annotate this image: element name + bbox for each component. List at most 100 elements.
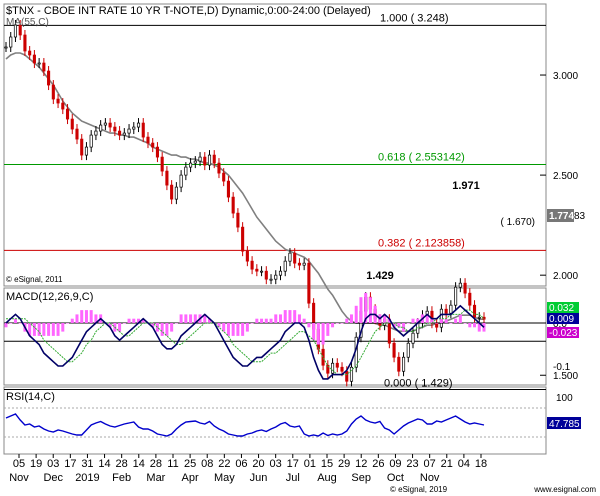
macd-hist-bar — [165, 323, 169, 336]
x-group-label: Jul — [286, 472, 300, 484]
price-axis-labels: 1.500 2.000 2.500 3.000 — [553, 71, 578, 382]
x-axis: 05 19 03 17 31 14 28 14 28 11 25 08 22 06 20 03 17 01 15 29… — [9, 454, 487, 484]
x-tick-label: 28 — [116, 458, 128, 470]
macd-axis-labels: 0.0 -0.1 — [553, 319, 571, 373]
x-group-label: Aug — [317, 472, 337, 484]
candle-body — [136, 122, 141, 128]
candle-body — [255, 268, 259, 272]
esignal-copyright-small: © eSignal, 2011 — [6, 275, 63, 284]
macd-hist-bar — [359, 297, 363, 323]
price-tick-label: 3.000 — [553, 71, 578, 82]
x-tick-label: 01 — [304, 458, 316, 470]
candle-body — [146, 136, 150, 144]
x-tick-label: 31 — [81, 458, 93, 470]
candle-body — [331, 362, 335, 374]
macd-hist-bar — [231, 323, 235, 336]
candle-body — [288, 252, 292, 262]
macd-hist-bar — [345, 318, 349, 323]
fib-label: 1.000 ( 3.248) — [380, 12, 449, 24]
last-price-tail: 83 — [574, 211, 586, 222]
fib-label: 0.618 ( 2.553142) — [378, 151, 465, 163]
candle-body — [406, 342, 410, 358]
candle-body — [193, 160, 197, 164]
macd-hist-bar — [132, 318, 136, 323]
macd-hist-bar — [66, 323, 70, 324]
candle-body — [132, 126, 136, 130]
rsi-panel-frame — [3, 386, 547, 455]
macd-hist-bar — [84, 310, 88, 323]
macd-hist-bar — [321, 323, 325, 345]
macd-hist-bar — [255, 318, 259, 323]
candle-body — [94, 130, 98, 136]
rsi-value: 47.785 — [549, 419, 580, 430]
x-tick-label: 15 — [321, 458, 333, 470]
macd-panel-frame — [3, 287, 547, 386]
candle-body — [217, 162, 221, 174]
candle-body — [307, 262, 311, 304]
candle-body — [401, 356, 406, 372]
macd-hist-bar — [222, 323, 226, 332]
candle-body — [241, 226, 245, 252]
candle-body — [226, 180, 230, 198]
fibonacci-labels: 1.000 ( 3.248) 0.618 ( 2.553142) 0.382 ( 2… — [378, 12, 465, 389]
x-group-label: Feb — [112, 472, 131, 484]
macd-hist-bar — [51, 323, 55, 336]
candle-body — [80, 138, 84, 156]
macd-hist-bar — [402, 323, 406, 332]
candle-body — [207, 154, 212, 166]
x-tick-label: 21 — [441, 458, 453, 470]
macd-hist-bar — [335, 323, 339, 324]
macd-hist-bar — [89, 310, 93, 323]
macd-hist-bar — [430, 318, 434, 323]
x-tick-label: 18 — [475, 458, 487, 470]
candle-body — [278, 270, 283, 276]
macd-hist-bar — [439, 318, 443, 323]
macd-hist-bar — [463, 323, 467, 324]
candle-body — [222, 172, 226, 182]
candle-body — [165, 170, 169, 186]
candle-body — [18, 24, 22, 36]
candle-body — [444, 308, 448, 314]
macd-hist-bar — [4, 323, 8, 328]
macd-hist-bar — [42, 323, 46, 336]
macd-hist-bar — [326, 323, 330, 336]
candle-body — [70, 118, 74, 130]
x-tick-label: 28 — [150, 458, 162, 470]
price-tick-label: 1.500 — [553, 371, 578, 382]
macd-badge-blue — [547, 313, 579, 324]
candle-body — [174, 186, 178, 200]
macd-hist-bar — [80, 310, 84, 323]
macd-hist-bar — [307, 323, 311, 328]
candle-body — [61, 102, 65, 110]
macd-line — [5, 304, 485, 380]
macd-hist-bar — [458, 314, 462, 323]
fib-label: 0.000 ( 1.429) — [384, 377, 453, 389]
candle-body — [32, 54, 36, 64]
macd-hist-bar — [368, 297, 372, 323]
fib-label: 0.382 ( 2.123858) — [378, 237, 465, 249]
candle-body — [51, 84, 55, 100]
macd-hist-bar — [226, 323, 230, 336]
candle-body — [75, 128, 79, 140]
macd-tick-label: 0.0 — [553, 319, 567, 330]
candle-body — [397, 356, 401, 372]
candle-body — [28, 50, 32, 56]
candle-body — [4, 46, 8, 49]
macd-hist-bar — [444, 318, 448, 323]
x-tick-label: 08 — [201, 458, 213, 470]
candle-body — [113, 126, 117, 132]
macd-hist-bar — [349, 314, 353, 323]
candle-body — [179, 174, 183, 188]
price-panel-frame — [3, 3, 547, 287]
candle-body — [84, 146, 89, 156]
macd-hist-bar — [454, 318, 458, 323]
x-tick-label: 12 — [355, 458, 367, 470]
candle-body — [47, 70, 51, 86]
x-tick-label: 17 — [64, 458, 76, 470]
macd-hist-bar — [297, 314, 301, 323]
x-group-label: Sep — [351, 472, 371, 484]
candle-body — [477, 316, 481, 319]
candle-body — [118, 130, 122, 136]
